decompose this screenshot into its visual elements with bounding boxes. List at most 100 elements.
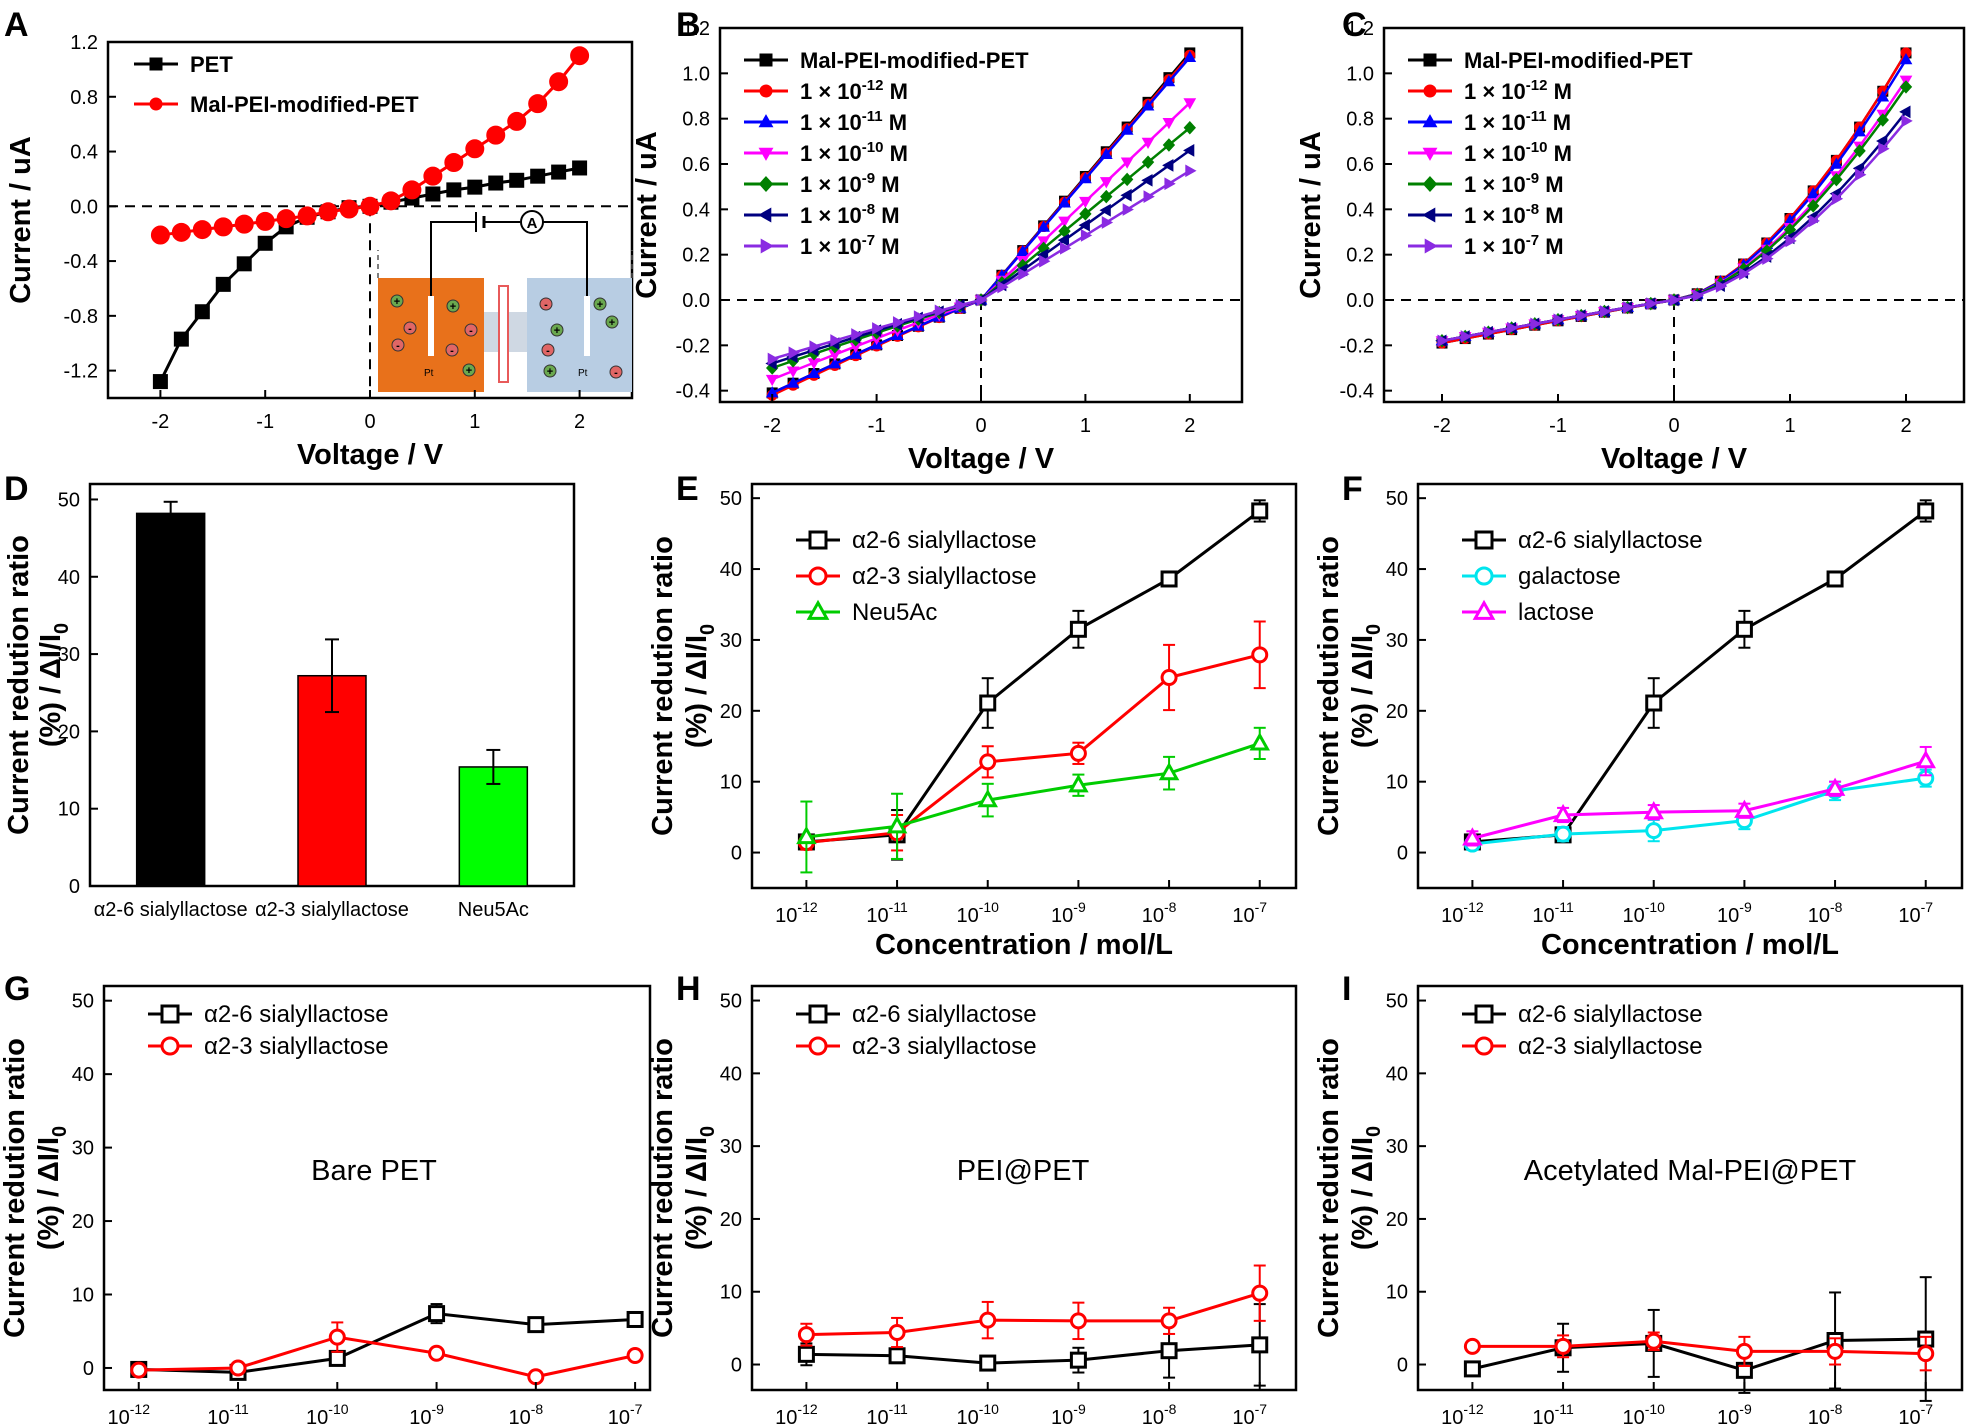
electrode-label: Pt [578, 368, 588, 379]
legend-marker [808, 1004, 828, 1024]
data-point [215, 276, 231, 292]
ion-sign: - [396, 340, 400, 352]
x-tick-label: -1 [256, 411, 274, 433]
ion-sign: - [408, 323, 412, 335]
legend-label: α2-6 sialyllactose [204, 1001, 389, 1028]
data-point [236, 256, 252, 272]
data-point [1141, 173, 1153, 187]
data-point [1692, 289, 1704, 302]
x-tick-label: 1 [1784, 415, 1795, 437]
y-tick-label: 20 [720, 1209, 742, 1231]
series-line [806, 1291, 1261, 1337]
y-tick-label: 30 [1386, 630, 1408, 652]
panel-E: 0 10 20 30 40 50 10-12 10-11 10-10 10-9 10-8 10-7 Co… [647, 482, 1298, 961]
y-tick-label: 50 [720, 991, 742, 1013]
x-tick-label: 10-10 [956, 899, 999, 927]
legend-label: 1 × 10-8 M [800, 201, 900, 228]
panel-letter: G [4, 970, 30, 1008]
legend-marker [759, 53, 773, 67]
y-tick-label: 20 [720, 701, 742, 723]
wire [560, 221, 588, 296]
category-label: α2-3 sialyllactose [255, 899, 409, 921]
x-tick-label: -1 [1549, 415, 1567, 437]
y-tick-label: 0.2 [1346, 245, 1374, 267]
x-tick-label: 10-12 [1441, 899, 1484, 927]
wire [430, 221, 476, 296]
y-tick-label: 20 [72, 1211, 94, 1233]
data-point [1100, 189, 1113, 204]
series--2-3-sialyllactose [797, 620, 1269, 852]
data-point [171, 222, 191, 242]
x-tick-label: -2 [763, 415, 781, 437]
y-axis-label-units: (%) / ΔI/I0 [33, 1126, 71, 1250]
data-point [549, 72, 569, 92]
data-point [1120, 157, 1134, 169]
data-point [979, 694, 997, 712]
legend-label: galactose [1518, 563, 1621, 590]
data-point [1899, 80, 1913, 94]
data-point [1554, 1337, 1572, 1355]
data-point [444, 152, 464, 172]
anion-icon [464, 323, 478, 337]
data-point [1643, 801, 1665, 820]
data-point [1878, 142, 1890, 156]
cation-icon [446, 299, 460, 313]
y-tick-label: 50 [1386, 991, 1408, 1013]
category-label: α2-6 sialyllactose [94, 899, 248, 921]
panel-letter: A [4, 6, 29, 44]
data-point [955, 298, 967, 312]
data-point [1599, 305, 1612, 318]
data-point [1183, 50, 1197, 62]
x-tick-label: 10-11 [866, 899, 908, 927]
legend: α2-6 sialyllactose α2-3 sialyllactose [796, 1001, 1037, 1060]
data-point [1069, 744, 1087, 762]
legend-marker [758, 176, 774, 192]
y-axis-label: Current / uA [1295, 131, 1327, 299]
x-axis-label: Voltage / V [908, 443, 1055, 475]
cation-icon [462, 363, 476, 377]
y-tick-label: 0.8 [70, 87, 98, 109]
bar [458, 766, 529, 887]
legend-label: α2-3 sialyllactose [852, 563, 1037, 590]
ion-sign: - [614, 367, 618, 379]
data-point [488, 175, 504, 191]
data-point [1576, 309, 1588, 322]
data-point [1251, 502, 1269, 520]
x-tick-label: 10-11 [866, 1401, 908, 1426]
legend-label: 1 × 10-11 M [1464, 108, 1571, 135]
data-point [1079, 196, 1092, 209]
x-tick-label: 10-8 [508, 1401, 543, 1426]
series-line [806, 653, 1261, 845]
data-point [1735, 1342, 1753, 1360]
series-line [806, 741, 1261, 839]
y-tick-label: 0 [731, 843, 742, 865]
data-point [1162, 118, 1176, 130]
plot-frame [102, 984, 652, 1392]
y-tick-label: 50 [72, 991, 94, 1013]
y-tick-label: 10 [58, 799, 80, 821]
panel-letter: H [676, 970, 701, 1008]
data-point [997, 280, 1009, 294]
series-line [138, 1312, 636, 1374]
legend-marker [1423, 84, 1437, 98]
data-point [830, 334, 842, 347]
x-tick-label: 2 [1184, 415, 1195, 437]
ion-sign: + [554, 325, 560, 337]
left-electrode [428, 296, 434, 356]
panel-annotation: Bare PET [311, 1155, 437, 1187]
legend-label: Neu5Ac [852, 599, 937, 626]
y-tick-label: 0 [83, 1358, 94, 1380]
x-tick-label: -2 [152, 411, 170, 433]
electrode-label: Pt [424, 368, 434, 379]
x-tick-label: -2 [1433, 415, 1451, 437]
y-tick-label: 1.0 [1346, 63, 1374, 85]
data-point [1018, 267, 1030, 281]
data-point [976, 293, 988, 307]
y-tick-label: 0.6 [682, 154, 710, 176]
x-tick-label: 1 [1080, 415, 1091, 437]
data-point [1057, 233, 1070, 247]
series--2-6-sialyllactose [797, 1303, 1269, 1387]
right-electrode [584, 296, 590, 356]
data-point [428, 1344, 446, 1362]
